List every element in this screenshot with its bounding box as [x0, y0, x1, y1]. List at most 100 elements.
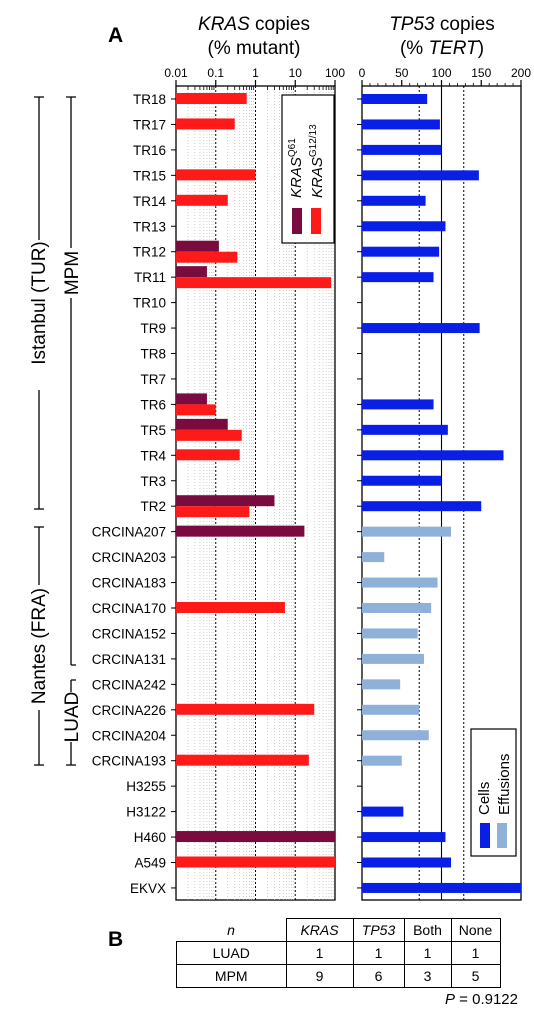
row-label: TR17 [133, 117, 166, 132]
table-cell: 6 [352, 964, 405, 988]
row-label: TR6 [140, 397, 166, 412]
bar-kras-q61 [176, 495, 275, 507]
table-header-none: None [450, 918, 501, 942]
bar-tp53-cells [362, 475, 442, 486]
table-row-label: LUAD [176, 941, 287, 965]
row-label: EKVX [130, 881, 166, 896]
bar-tp53-effusions [362, 628, 418, 639]
group-label-istanbul: Istanbul (TUR) [29, 241, 50, 365]
tp53-tick-label: 0 [359, 66, 366, 80]
row-label: A549 [134, 856, 166, 871]
bar-kras-g12 [176, 602, 285, 613]
table-cell: 5 [450, 964, 501, 988]
bar-tp53-cells [362, 94, 428, 104]
bar-kras-g12 [176, 93, 247, 104]
table-header-n: n [176, 918, 287, 942]
bar-tp53-effusions [362, 679, 401, 690]
table-row-label: MPM [176, 964, 287, 988]
legend-effusions-label: Effusions [496, 754, 513, 815]
row-label: CRCINA242 [92, 677, 166, 692]
row-label: H460 [134, 830, 166, 845]
bar-kras-g12 [176, 703, 315, 715]
legend-swatch-q61 [292, 208, 302, 234]
bar-kras-g12 [176, 169, 256, 181]
bar-tp53-cells [362, 119, 440, 130]
bar-tp53-effusions [362, 755, 402, 766]
tp53-plot: 0 50 100 150 200 [357, 66, 531, 901]
left-header-line2: (% mutant) [208, 38, 301, 59]
bar-tp53-cells [362, 170, 479, 181]
row-label: H3122 [126, 805, 166, 820]
table-row: MPM 9 6 3 5 [176, 964, 501, 988]
row-label: TR18 [133, 92, 166, 107]
row-label: CRCINA226 [92, 703, 166, 718]
table-header-both: Both [403, 918, 452, 942]
legend-kras-g12-label: KRASG12/13 [308, 124, 326, 198]
group-label-nantes: Nantes (FRA) [29, 588, 50, 704]
bar-kras-g12 [176, 251, 238, 263]
table-row: LUAD 1 1 1 1 [176, 941, 501, 965]
panel-label-a: A [108, 24, 123, 47]
table-cell: 1 [403, 941, 452, 965]
bar-tp53-effusions [362, 603, 432, 613]
bar-kras-g12 [176, 429, 242, 441]
bar-tp53-cells [362, 272, 434, 283]
bar-tp53-cells [362, 450, 504, 461]
bar-tp53-cells [362, 832, 446, 843]
right-header-line2: (% TERT) [400, 38, 484, 59]
row-label: TR2 [140, 499, 166, 514]
kras-legend: KRASQ61 KRASG12/13 [281, 94, 335, 244]
row-label: TR13 [133, 219, 166, 234]
bar-tp53-effusions [362, 577, 438, 588]
row-label: CRCINA207 [92, 525, 166, 540]
bar-tp53-effusions [362, 526, 452, 537]
tp53-tick-label: 200 [511, 66, 531, 80]
tp53-tick-label: 50 [395, 66, 409, 80]
table-header-row: n KRAS TP53 Both None [176, 918, 501, 942]
bar-kras-q61 [176, 393, 207, 405]
row-label: TR5 [140, 423, 166, 438]
row-label: TR15 [133, 168, 166, 183]
row-label: TR12 [133, 245, 166, 260]
group-label-luad: LUAD [62, 692, 83, 743]
bar-kras-g12 [176, 449, 240, 461]
row-label: TR10 [133, 296, 166, 311]
row-label: CRCINA204 [92, 728, 167, 743]
bar-tp53-effusions [362, 552, 385, 563]
right-header-line1: TP53 copies [389, 14, 495, 35]
row-label: TR11 [134, 270, 166, 285]
row-label: CRCINA193 [92, 754, 166, 769]
table-header-kras: KRAS [285, 918, 354, 942]
bar-kras-g12 [176, 277, 332, 289]
mpm-label-gap [56, 248, 88, 298]
legend-swatch-g12 [311, 208, 321, 234]
luad-label-gap [56, 692, 88, 742]
legend-kras-q61-label: KRASQ61 [287, 138, 305, 198]
bar-kras-g12 [176, 754, 309, 766]
bar-kras-g12 [176, 194, 228, 206]
table-cell: 9 [285, 964, 354, 988]
bar-tp53-cells [362, 246, 440, 257]
row-label: TR4 [140, 448, 166, 463]
tp53-tick-label: 150 [471, 66, 491, 80]
kras-tick-label: 0.1 [207, 66, 224, 80]
tp53-legend: Cells Effusions [470, 728, 517, 857]
row-label: TR16 [133, 143, 166, 158]
bar-tp53-effusions [362, 653, 425, 664]
cell-line-labels: TR18 TR17 TR16 TR15 TR14 TR13 TR12 TR11 TR10 TR9 T… [92, 92, 167, 896]
row-label: TR3 [140, 474, 166, 489]
group-label-mpm: MPM [62, 251, 83, 295]
kras-tick-label: 0.01 [164, 66, 188, 80]
row-label: CRCINA203 [92, 550, 166, 565]
row-label: CRCINA152 [92, 626, 166, 641]
bar-tp53-cells [362, 501, 482, 512]
kras-tick-label: 10 [289, 66, 303, 80]
row-label: TR7 [140, 372, 166, 387]
table-cell: 3 [403, 964, 452, 988]
table-header-tp53: TP53 [352, 918, 405, 942]
row-label: CRCINA183 [92, 576, 166, 591]
bar-kras-q61 [176, 831, 335, 843]
bar-tp53-cells [362, 399, 434, 410]
table-cell: 1 [285, 941, 354, 965]
left-header-line1: KRAS copies [198, 14, 310, 35]
